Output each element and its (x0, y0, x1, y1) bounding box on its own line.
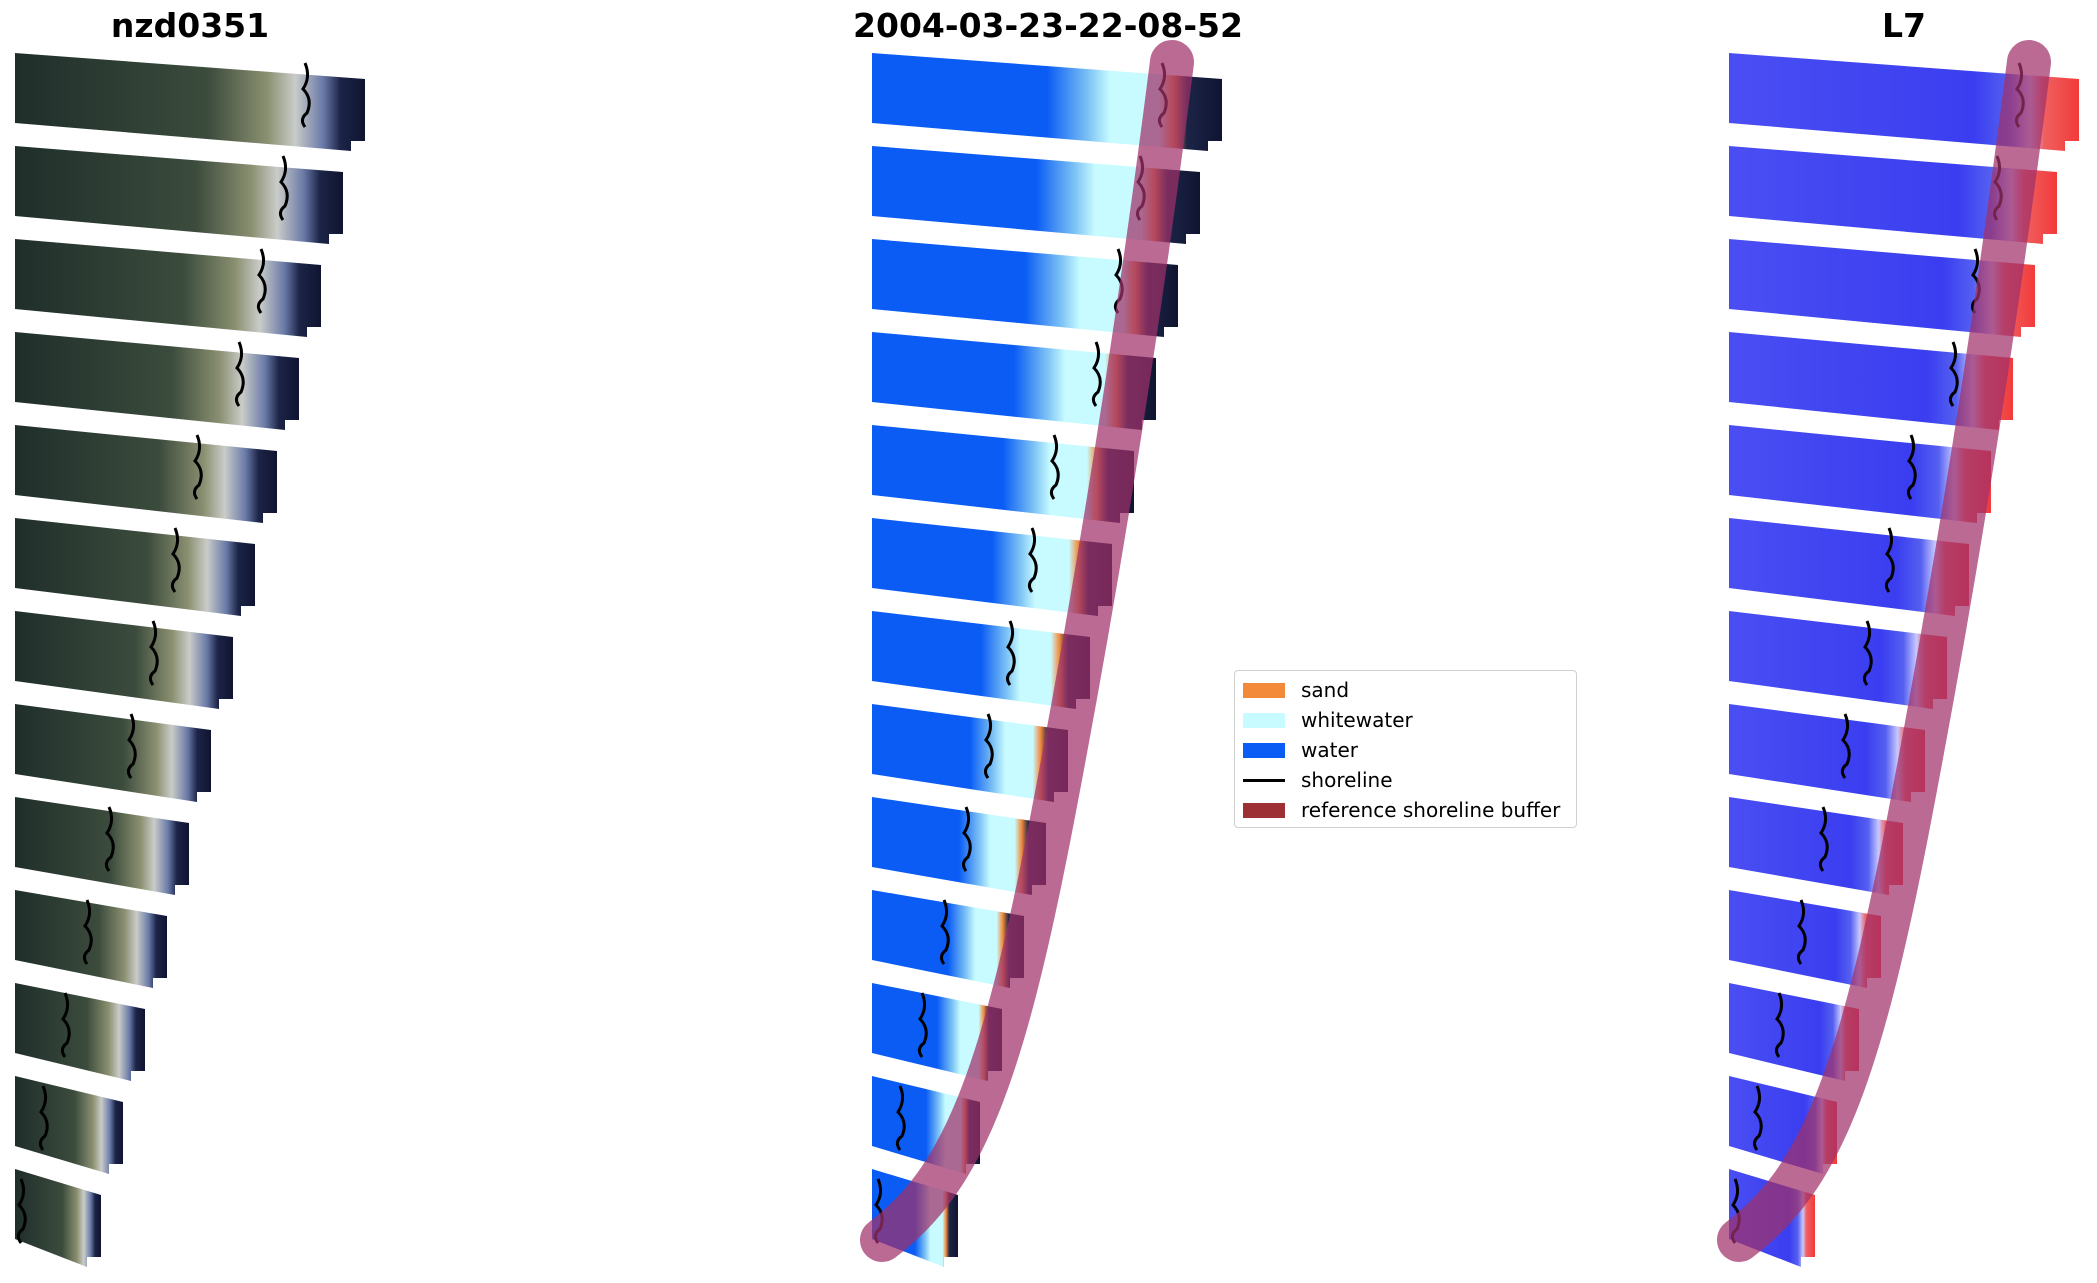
legend-item-sand: sand (1243, 676, 1349, 704)
buffer-swatch (1243, 802, 1285, 818)
shoreline-segment (38, 1085, 49, 1151)
rgb-strip (15, 146, 343, 244)
rgb-strip (15, 797, 189, 895)
reference-shoreline-buffer (1717, 40, 2051, 1262)
panel-title-classified: 2004-03-23-22-08-52 (853, 6, 1243, 45)
index-strip (1729, 704, 1925, 802)
classified-strip (872, 704, 1068, 802)
classified-strip (872, 146, 1200, 244)
shoreline-segment (961, 806, 972, 872)
legend-item-reference-shoreline-buffer: reference shoreline buffer (1243, 796, 1560, 824)
index-strip (1729, 518, 1969, 616)
shoreline-segment (1818, 806, 1829, 872)
rgb-strip (15, 53, 365, 151)
shoreline-segment (1027, 527, 1038, 593)
shoreline-segment (895, 1085, 906, 1151)
shoreline-segment (1884, 527, 1895, 593)
legend-label: whitewater (1301, 708, 1413, 732)
shoreline-segment (1774, 992, 1785, 1058)
shoreline-segment (1005, 620, 1016, 686)
shoreline-segment (278, 155, 289, 221)
legend-item-water: water (1243, 736, 1358, 764)
rgb-strip (15, 1169, 101, 1267)
shoreline-segment (1948, 341, 1959, 407)
legend-label: shoreline (1301, 768, 1393, 792)
classified-strip (872, 332, 1156, 430)
shoreline-segment (234, 341, 245, 407)
shoreline-segment (300, 62, 311, 128)
shoreline-line-swatch (1243, 778, 1285, 782)
rgb-strip (15, 425, 277, 523)
index-strip (1729, 983, 1859, 1081)
rgb-strip (15, 518, 255, 616)
shoreline-segment (983, 713, 994, 779)
reference-shoreline-buffer (860, 40, 1194, 1262)
index-strip (1729, 797, 1903, 895)
shoreline-segment (1796, 899, 1807, 965)
classified-strip (872, 797, 1046, 895)
classified-strip (872, 611, 1090, 709)
whitewater-swatch (1243, 712, 1285, 728)
shoreline-segment (917, 992, 928, 1058)
shoreline-segment (192, 434, 203, 500)
classified-strip (872, 239, 1178, 337)
shoreline-segment (1906, 434, 1917, 500)
index-strip (1729, 53, 2079, 151)
shoreline-segment (1840, 713, 1851, 779)
index-strip (1729, 425, 1991, 523)
legend-item-shoreline: shoreline (1243, 766, 1393, 794)
shoreline-segment (82, 899, 93, 965)
rgb-strip (15, 704, 211, 802)
legend-item-whitewater: whitewater (1243, 706, 1413, 734)
rgb-strip (15, 611, 233, 709)
legend-label: sand (1301, 678, 1350, 702)
index-strip (1729, 332, 2013, 430)
rgb-strip (15, 983, 145, 1081)
rgb-strip (15, 239, 321, 337)
classified-strip (872, 518, 1112, 616)
shoreline-segment (1091, 341, 1102, 407)
legend: sand whitewater water shoreline referenc… (1234, 670, 1577, 828)
shoreline-segment (1862, 620, 1873, 686)
shoreline-segment (16, 1178, 27, 1244)
shoreline-segment (60, 992, 71, 1058)
rgb-strip (15, 332, 299, 430)
shoreline-segment (126, 713, 137, 779)
panel-title-index: L7 (1882, 6, 1926, 45)
shoreline-segment (104, 806, 115, 872)
classified-strip (872, 425, 1134, 523)
shoreline-segment (1752, 1085, 1763, 1151)
water-swatch (1243, 742, 1285, 758)
index-strip (1729, 611, 1947, 709)
panel-title-rgb: nzd0351 (110, 6, 270, 45)
classified-strip (872, 983, 1002, 1081)
legend-label: water (1301, 738, 1358, 762)
shoreline-segment (148, 620, 159, 686)
shoreline-segment (256, 248, 267, 314)
index-strip (1729, 146, 2057, 244)
classified-strip (872, 53, 1222, 151)
shoreline-segment (1049, 434, 1060, 500)
legend-label: reference shoreline buffer (1301, 798, 1561, 822)
sand-swatch (1243, 682, 1285, 698)
shoreline-segment (170, 527, 181, 593)
shoreline-segment (939, 899, 950, 965)
index-strip (1729, 239, 2035, 337)
